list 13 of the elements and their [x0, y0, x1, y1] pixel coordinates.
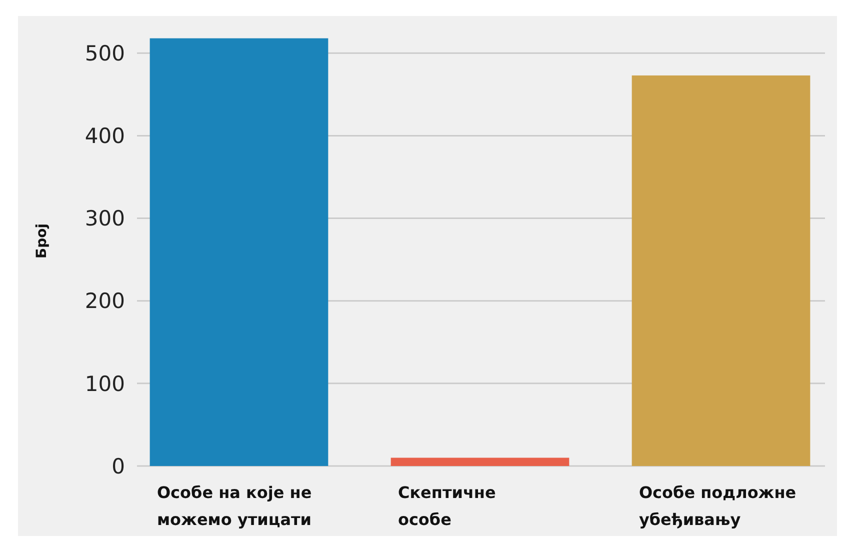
y-axis-title: Број	[34, 223, 50, 259]
x-tick-label: Особе на које не можемо утицати	[156, 483, 312, 529]
y-tick-label: 300	[84, 206, 125, 231]
bar	[150, 38, 328, 466]
y-tick-label: 100	[84, 372, 125, 396]
bar	[390, 458, 570, 466]
x-tick-label: Особе подложне убеђивању	[638, 483, 796, 529]
x-tick-label: Скептичне особе	[398, 483, 496, 529]
bar	[632, 75, 810, 466]
y-tick-label: 0	[112, 454, 125, 478]
y-tick-label: 400	[84, 124, 125, 148]
y-tick-label: 500	[84, 42, 125, 66]
y-tick-label: 200	[84, 289, 125, 314]
